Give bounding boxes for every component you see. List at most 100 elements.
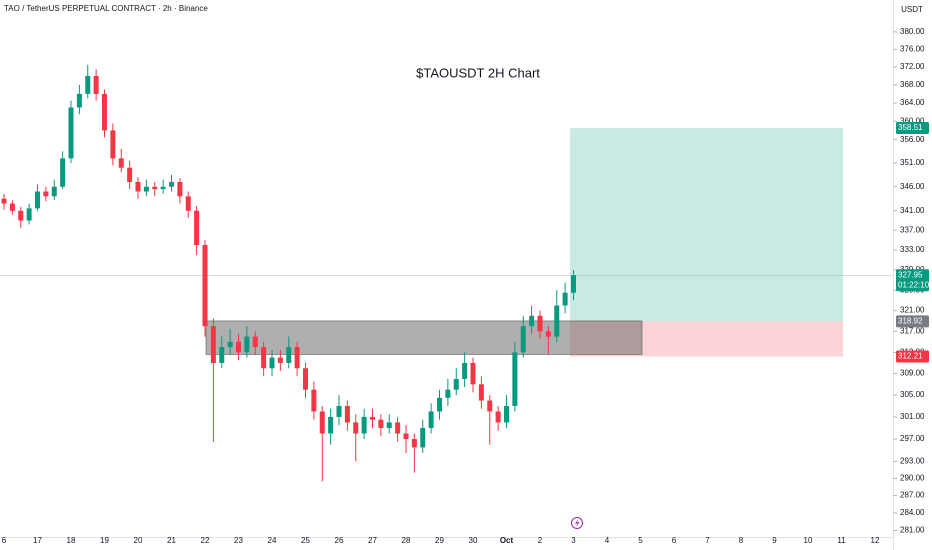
candle-body [219,347,225,363]
candle-body [487,400,493,412]
price-tag-label: 358.51 [898,123,923,132]
x-tick-label: 22 [201,536,210,545]
candle-body [294,347,300,369]
countdown-label: 01:22:10 [898,280,930,289]
y-tick-label: 368.00 [900,80,925,89]
x-tick-label: 17 [33,536,42,545]
y-tick-label: 380.00 [900,27,925,36]
x-tick-label: 3 [571,536,576,545]
y-tick-label: 360.00 [900,116,925,125]
currency-label: USDT [901,5,923,14]
x-tick-label: 19 [100,536,109,545]
candle-body [118,158,124,168]
price-tag [896,315,929,328]
candle-body [311,389,317,412]
candle-body [445,389,451,398]
candle-body [252,336,258,348]
x-tick-label: 28 [402,536,411,545]
candle-body [504,405,509,423]
y-tick-label: 333.00 [900,245,925,254]
candle-body [68,107,74,159]
y-tick-label: 372.00 [900,62,925,71]
y-tick-label: 337.00 [900,225,925,234]
candle-body [269,357,275,369]
x-tick-label: 21 [167,536,176,545]
candle-body [562,292,568,306]
y-tick-label: 305.00 [900,390,925,399]
x-tick-label: 29 [435,536,444,545]
x-tick-label: 26 [335,536,344,545]
candle-body [60,158,66,187]
candle-body [160,186,166,190]
candle-body [420,427,426,448]
x-tick-label: 11 [837,536,846,545]
x-tick-label: 4 [605,536,610,545]
candle-body [261,347,267,369]
candle-body [462,362,468,379]
candle-body [35,191,40,209]
y-tick-label: 309.00 [900,369,925,378]
candle-body [286,347,292,363]
candle-body [194,210,200,246]
candle-body [512,352,518,406]
candle-body [303,368,308,390]
x-tick-label: 6 [672,536,677,545]
x-tick-label: 24 [268,536,277,545]
event-icon[interactable] [571,517,583,529]
x-tick-label: 30 [469,536,478,545]
plot-area [0,64,893,482]
candle-body [370,416,375,420]
candle-body [336,405,342,417]
candle-body [386,422,392,428]
candle-body [43,191,49,197]
candle-body [277,357,283,363]
candle-body [537,315,543,332]
candle-body [152,186,158,190]
price-tag-label: 327.95 [898,270,923,279]
price-tag-label: 318.92 [898,316,923,325]
candle-body [143,186,149,192]
x-tick-label: 7 [705,536,710,545]
candle-body [344,405,350,423]
y-tick-label: 284.00 [900,508,925,517]
y-tick-label: 301.00 [900,412,925,421]
candle-body [428,411,434,428]
candle-body [545,331,551,337]
candle-body [529,315,535,327]
y-tick-label: 290.00 [900,474,925,483]
price-tag [896,269,929,292]
candle-body [378,419,384,428]
y-tick-label: 351.00 [900,158,925,167]
annotation: $TAOUSDT 2H Chart [416,65,540,80]
candle-body [227,341,233,348]
candle-body [554,305,560,337]
y-tick-label: 297.00 [900,434,925,443]
price-tag-label: 312.21 [898,352,923,361]
candle-body [26,208,32,221]
x-tick-label: 8 [739,536,744,545]
candle-body [411,439,417,448]
candle-body [9,203,15,211]
x-tick-label: 5 [638,536,643,545]
x-tick-label: 27 [368,536,377,545]
y-tick-label: 341.00 [900,206,925,215]
price-tag [896,350,929,363]
x-tick-label: 10 [804,536,813,545]
candle-body [177,181,183,197]
y-tick-label: 293.00 [900,457,925,466]
candle-body [319,411,325,434]
candle-body [353,422,359,434]
candle-body [51,186,57,197]
x-tick-label: 23 [234,536,243,545]
candle-body [453,378,459,390]
support-zone [205,320,643,355]
candle-body [495,411,501,423]
candle-body [110,130,116,159]
candle-body [520,326,526,353]
y-tick-label: 317.00 [900,326,925,335]
candle-body [328,416,334,434]
x-tick-label: 6 [2,536,7,545]
candle-body [93,75,99,94]
candle-body [210,326,216,363]
candle-body [437,397,442,412]
